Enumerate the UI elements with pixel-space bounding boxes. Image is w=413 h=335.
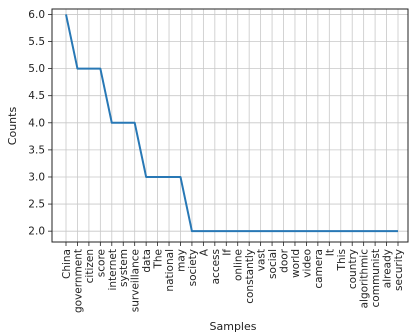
series-line: [65, 14, 398, 233]
x-tick-label: algorithmic: [359, 249, 371, 309]
x-tick-label: may: [175, 249, 187, 272]
x-tick-label: This: [336, 249, 348, 271]
x-tick-label: citizen: [84, 249, 96, 283]
x-tick-label: society: [187, 249, 199, 286]
y-tick-label: 3.5: [28, 144, 45, 156]
x-tick-label: already: [382, 249, 394, 288]
y-tick-label: 6.0: [28, 9, 45, 21]
y-tick-label: 4.5: [28, 90, 45, 102]
x-tick-label: A: [198, 248, 210, 256]
x-tick-label: data: [141, 249, 153, 273]
y-tick-label: 4.0: [28, 117, 45, 129]
x-tick-labels: China government citizen score internet syste…: [61, 242, 405, 313]
x-tick-label: constantly: [244, 249, 256, 304]
x-tick-label: If: [221, 249, 233, 256]
x-tick-label: world: [290, 249, 302, 278]
y-tick-label: 2.0: [28, 226, 45, 238]
x-tick-label: vast: [256, 249, 268, 271]
x-tick-label: online: [233, 249, 245, 281]
y-tick-label: 3.0: [28, 171, 45, 183]
grid-lines: [52, 9, 408, 242]
x-tick-label: door: [279, 248, 291, 273]
y-tick-label: 5.0: [28, 63, 45, 75]
x-tick-label: access: [210, 249, 222, 284]
x-tick-label: surveillance: [130, 249, 142, 312]
x-tick-label: national: [164, 249, 176, 292]
x-tick-label: communist: [370, 249, 382, 307]
x-tick-label: system: [118, 249, 130, 287]
x-tick-label: It: [324, 249, 336, 256]
x-tick-label: China: [61, 249, 73, 279]
plot-frame: [51, 8, 409, 243]
y-tick-label: 5.5: [28, 36, 45, 48]
x-tick-label: camera: [313, 249, 325, 289]
y-tick-label: 2.5: [28, 199, 45, 211]
y-axis-label: Counts: [6, 107, 19, 146]
x-axis-label: Samples: [210, 320, 257, 333]
y-tick-labels: 2.0 2.5 3.0 3.5 4.0 4.5 5.0 5.5 6.0: [28, 9, 52, 238]
x-tick-label: social: [267, 249, 279, 279]
x-tick-label: security: [393, 249, 405, 291]
x-tick-label: The: [153, 249, 165, 270]
x-tick-label: government: [72, 249, 84, 313]
x-tick-label: internet: [107, 249, 119, 291]
x-tick-label: video: [301, 249, 313, 278]
x-tick-label: score: [95, 249, 107, 277]
x-tick-label: country: [347, 249, 359, 289]
